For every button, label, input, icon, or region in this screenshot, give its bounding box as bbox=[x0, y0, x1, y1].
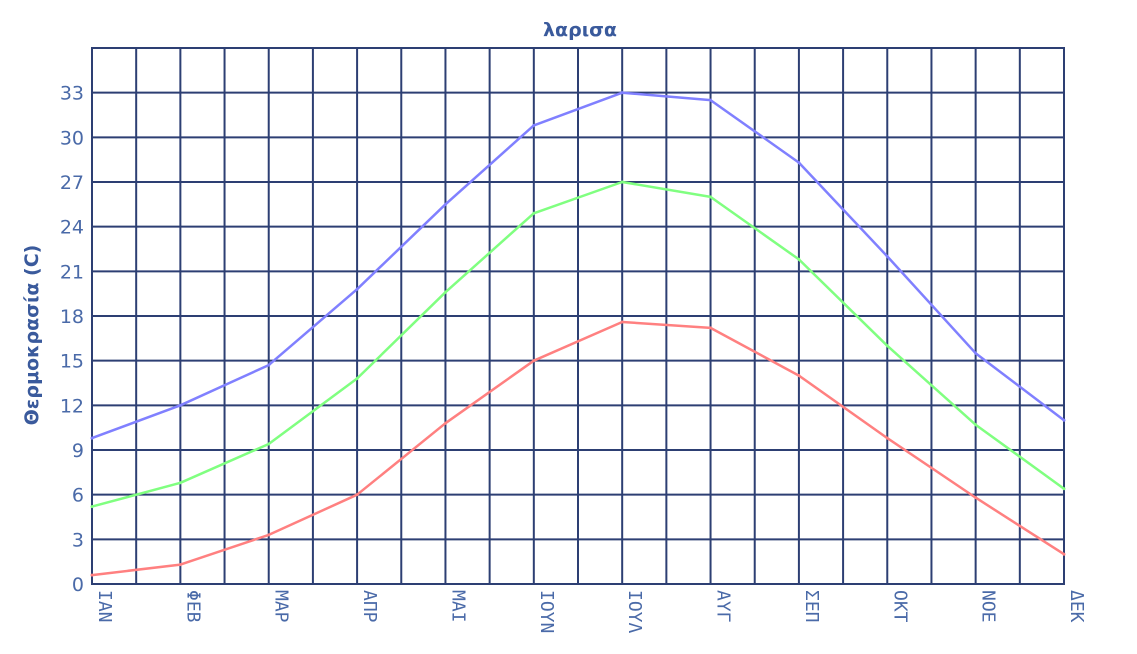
data-point bbox=[974, 351, 978, 355]
y-tick-labels: 0 3 6 9 12 15 18 21 24 27 30 33 bbox=[60, 83, 84, 596]
data-point bbox=[974, 423, 978, 427]
data-point bbox=[267, 363, 271, 367]
y-tick-label: 21 bbox=[60, 261, 84, 283]
data-point bbox=[974, 496, 978, 500]
data-point bbox=[620, 320, 624, 324]
data-point bbox=[797, 374, 801, 378]
series-lines bbox=[90, 91, 1066, 577]
y-tick-label: 6 bbox=[72, 485, 84, 507]
y-tick-label: 24 bbox=[60, 217, 84, 239]
series-line-3 bbox=[91, 320, 1065, 577]
data-point bbox=[709, 326, 713, 330]
x-tick-label: ΝΟΕ bbox=[978, 590, 999, 623]
y-tick-label: 9 bbox=[72, 440, 84, 462]
data-point bbox=[797, 257, 801, 261]
y-tick-label: 18 bbox=[60, 306, 84, 328]
x-tick-label: ΜΑΡ bbox=[271, 590, 292, 623]
data-point bbox=[1062, 552, 1066, 556]
data-point bbox=[532, 123, 536, 127]
data-point bbox=[885, 254, 889, 258]
data-point bbox=[178, 563, 182, 567]
data-point bbox=[709, 195, 713, 199]
x-tick-label: ΣΕΠ bbox=[801, 590, 822, 623]
data-point bbox=[443, 421, 447, 425]
data-point bbox=[620, 91, 624, 95]
data-point bbox=[178, 403, 182, 407]
data-point bbox=[178, 481, 182, 485]
x-tick-labels: ΙΑΝ ΦΕΒ ΜΑΡ ΑΠΡ ΜΑΙ ΙΟΥΝ ΙΟΥΛ ΑΥΓ ΣΕΠ ΟΚΤ ΝΟΕ ΔΕΚ bbox=[94, 590, 1087, 634]
data-point bbox=[355, 287, 359, 291]
data-point bbox=[90, 505, 94, 509]
data-point bbox=[443, 202, 447, 206]
data-point bbox=[355, 377, 359, 381]
x-tick-label: ΟΚΤ bbox=[889, 590, 910, 623]
data-point bbox=[797, 161, 801, 165]
data-point bbox=[532, 211, 536, 215]
x-tick-label: ΔΕΚ bbox=[1066, 590, 1087, 623]
y-tick-label: 33 bbox=[60, 83, 84, 105]
x-tick-label: ΑΠΡ bbox=[359, 590, 380, 623]
data-point bbox=[1062, 487, 1066, 491]
series-line-2 bbox=[91, 180, 1065, 508]
data-point bbox=[1062, 418, 1066, 422]
y-tick-label: 12 bbox=[60, 395, 84, 417]
y-tick-label: 15 bbox=[60, 351, 84, 373]
y-axis-label: Θερμοκρασία (C) bbox=[21, 245, 43, 426]
grid bbox=[91, 47, 1065, 585]
data-point bbox=[620, 180, 624, 184]
x-tick-label: ΙΟΥΝ bbox=[536, 590, 557, 633]
data-point bbox=[90, 573, 94, 577]
data-point bbox=[90, 436, 94, 440]
x-tick-label: ΜΑΙ bbox=[447, 590, 468, 623]
x-tick-label: ΑΥΓ bbox=[713, 590, 734, 623]
x-tick-label: ΙΟΥΛ bbox=[624, 590, 645, 634]
data-point bbox=[709, 98, 713, 102]
x-tick-label: ΦΕΒ bbox=[182, 590, 203, 623]
data-point bbox=[443, 290, 447, 294]
y-tick-label: 3 bbox=[72, 529, 84, 551]
series-line-1 bbox=[91, 91, 1065, 440]
y-tick-label: 30 bbox=[60, 127, 84, 149]
data-point bbox=[532, 359, 536, 363]
data-point bbox=[267, 533, 271, 537]
y-tick-label: 27 bbox=[60, 172, 84, 194]
data-point bbox=[885, 344, 889, 348]
x-tick-label: ΙΑΝ bbox=[94, 590, 115, 623]
chart-title: λαρισα bbox=[543, 19, 617, 41]
data-point bbox=[267, 442, 271, 446]
data-point bbox=[885, 436, 889, 440]
data-point bbox=[355, 493, 359, 497]
y-tick-label: 0 bbox=[72, 574, 84, 596]
